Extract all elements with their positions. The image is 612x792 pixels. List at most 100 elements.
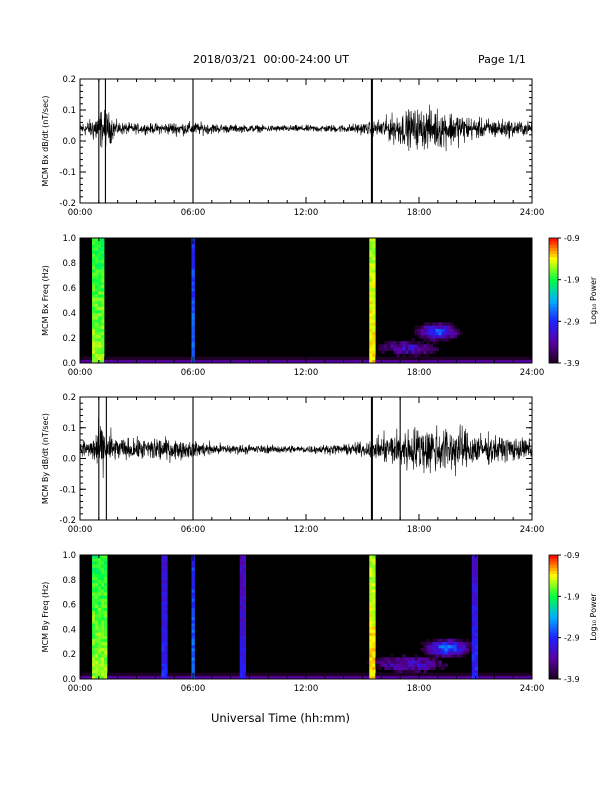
spectrogram-cell: [275, 359, 280, 364]
spectrogram-cell: [104, 620, 108, 624]
spectrogram-cell: [239, 359, 244, 364]
spectrogram-cell: [417, 353, 421, 358]
spectrogram-cell: [372, 666, 376, 670]
spectrogram-cell: [95, 328, 99, 333]
spectrogram-cell: [98, 331, 102, 336]
spectrogram-cell: [402, 675, 406, 680]
spectrogram-cell: [423, 331, 427, 336]
spectrogram-cell: [299, 675, 304, 680]
spectrogram-cell: [318, 359, 322, 364]
spectrogram-cell: [164, 641, 168, 646]
spectrogram-cell: [134, 356, 138, 361]
spectrogram-cell: [251, 359, 256, 364]
spectrogram-cell: [239, 573, 244, 577]
spectrogram-cell: [95, 620, 99, 624]
spectrogram-cell: [242, 669, 247, 674]
spectrogram-cell: [474, 561, 479, 565]
spectrogram-cell: [444, 328, 448, 333]
spectrogram-cell: [375, 359, 379, 364]
spectrogram-cell: [387, 356, 391, 361]
spectrogram-cell: [432, 660, 436, 664]
spectrogram-cell: [101, 564, 105, 568]
spectrogram-cell: [95, 629, 99, 633]
spectrogram-cell: [242, 666, 247, 670]
spectrogram-cell: [146, 672, 150, 677]
spectrogram-cell: [98, 325, 102, 329]
spectrogram-cell: [98, 601, 102, 605]
spectrogram-cell: [101, 263, 105, 267]
spectrogram-cell: [242, 617, 247, 621]
colorbar-swatch: [549, 635, 558, 640]
spectrogram-cell: [369, 269, 373, 273]
spectrogram-cell: [522, 359, 527, 364]
spectrogram-cell: [375, 660, 379, 664]
spectrogram-cell: [101, 238, 105, 242]
spectrogram-cell: [450, 651, 454, 655]
spectrogram-cell: [405, 344, 409, 348]
spectrogram-cell: [95, 663, 99, 667]
spectrogram-cell: [92, 266, 96, 270]
spectrogram-cell: [372, 629, 376, 633]
spectrogram-cell: [426, 660, 430, 664]
spectrogram-cell: [432, 356, 436, 361]
spectrogram-cell: [501, 356, 506, 361]
spectrogram-cell: [429, 344, 433, 348]
spectrogram-cell: [101, 344, 105, 348]
spectrogram-cell: [164, 675, 168, 680]
spectrogram-cell: [104, 356, 108, 361]
spectrogram-cell: [89, 356, 93, 361]
spectrogram-cell: [522, 675, 527, 680]
spectrogram-cell: [390, 663, 394, 667]
spectrogram-cell: [98, 635, 102, 639]
spectrogram-cell: [101, 313, 105, 317]
spectrogram-cell: [384, 675, 388, 680]
spectrogram-cell: [161, 607, 165, 612]
spectrogram-cell: [369, 651, 373, 655]
spectrogram-cell: [101, 626, 105, 630]
y-tick-label: 0.0: [62, 675, 76, 685]
spectrogram-cell: [381, 660, 385, 664]
spectrogram-cell: [98, 297, 102, 301]
spectrogram-cell: [399, 663, 403, 667]
spectrogram-cell: [510, 675, 515, 680]
spectrogram-cell: [242, 564, 247, 568]
spectrogram-cell: [459, 675, 463, 680]
spectrogram-cell: [351, 359, 355, 364]
panel-4-axes: 00:00 06:00 12:00 18:00 24:000.00.20.40.60.8…: [41, 551, 544, 694]
spectrogram-cell: [327, 356, 331, 361]
spectrogram-cell: [423, 347, 427, 351]
spectrogram-cell: [474, 555, 479, 559]
colorbar-swatch: [549, 586, 558, 590]
spectrogram-cell: [101, 613, 105, 618]
spectrogram-cell: [372, 297, 376, 301]
spectrogram-cell: [98, 256, 102, 261]
spectrogram-cell: [372, 648, 376, 652]
x-tick-label: 18:00: [407, 368, 432, 378]
spectrogram-cell: [92, 238, 96, 242]
spectrogram-cell: [299, 356, 304, 361]
spectrogram-cell: [396, 350, 400, 354]
colorbar-swatch: [549, 567, 558, 571]
spectrogram-cell: [399, 672, 403, 677]
spectrogram-cell: [92, 601, 96, 605]
spectrogram-cell: [414, 344, 418, 348]
spectrogram-cell: [92, 272, 96, 276]
spectrogram-cell: [414, 353, 418, 358]
spectrogram-cell: [161, 644, 165, 649]
spectrogram-cell: [441, 648, 445, 652]
spectrogram-cell: [269, 675, 274, 680]
y-tick-label: -0.2: [59, 516, 76, 526]
spectrogram-cell: [236, 359, 240, 364]
spectrogram-cell: [453, 672, 457, 677]
spectrogram-cell: [92, 325, 96, 329]
spectrogram-cell: [101, 309, 105, 314]
spectrogram-cell: [429, 347, 433, 351]
spectrogram-cell: [101, 319, 105, 323]
spectrogram-cell: [396, 669, 400, 674]
spectrogram-cell: [462, 644, 466, 649]
colorbar-swatch: [549, 241, 558, 245]
spectrogram-cell: [98, 344, 102, 348]
spectrogram-cell: [411, 675, 415, 680]
spectrogram-cell: [369, 294, 373, 298]
spectrogram-cell: [101, 300, 105, 304]
